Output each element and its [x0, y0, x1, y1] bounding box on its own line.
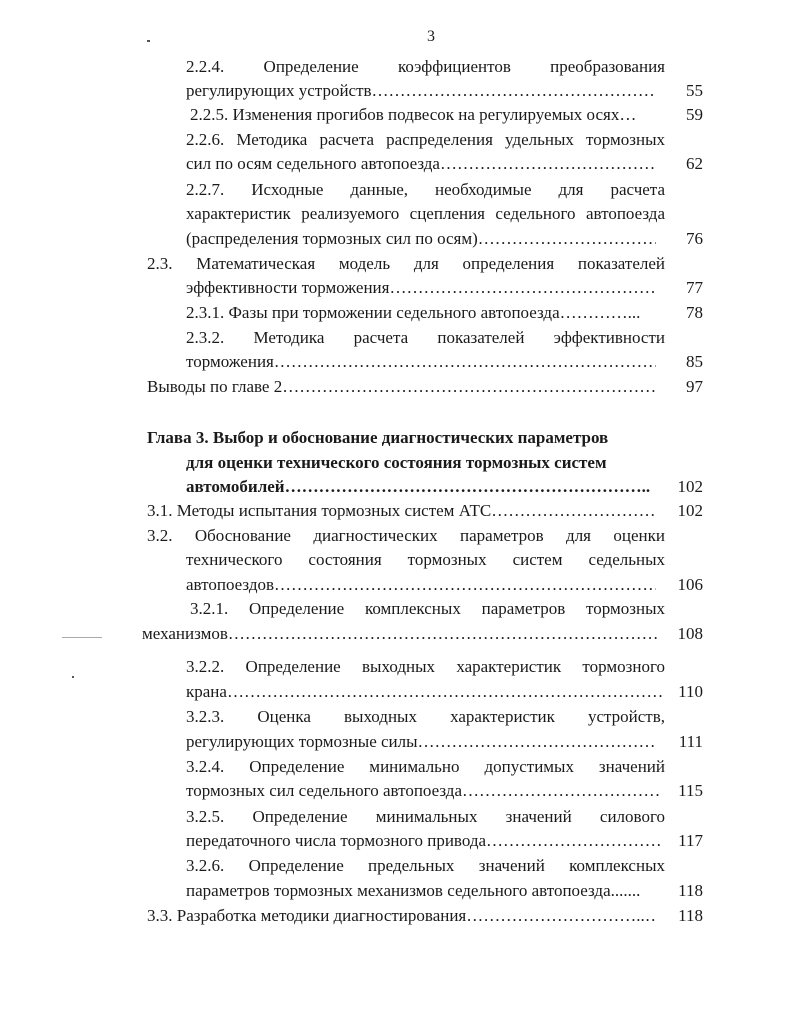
toc-entry-title-continued: параметров тормозных механизмов седельно… — [186, 881, 641, 900]
toc-page-number: 78 — [686, 303, 703, 322]
toc-entry-title: 2.2.7. Исходные данные, необходимые для … — [186, 180, 665, 199]
toc-entry-title: Выводы по главе 2………………………………………………………….… — [147, 377, 656, 396]
toc-entry-title: 3.2.1. Определение комплексных параметро… — [190, 599, 665, 618]
toc-page-number: 97 — [686, 377, 703, 396]
toc-entry-title-continued: механизмов………………………………………………………………………… — [142, 624, 660, 643]
toc-entry-title: 3.2.2. Определение выходных характеристи… — [186, 657, 665, 676]
toc-entry-title: 3.1. Методы испытания тормозных систем А… — [147, 501, 656, 520]
toc-entry-title: 3.2. Обоснование диагностических парамет… — [147, 526, 665, 545]
toc-entry-title: 2.2.4. Определение коэффициентов преобра… — [186, 57, 665, 76]
toc-entry-title-continued: регулирующих устройств………………………………………………… — [186, 81, 656, 100]
toc-page-number: 115 — [678, 781, 703, 800]
toc-entry-title-continued: передаточного числа тормозного привода……… — [186, 831, 660, 850]
toc-entry-title-continued: эффективности торможения…………………………………………… — [186, 278, 656, 297]
toc-entry-title-continued: регулирующих тормозные силы…………………………………… — [186, 732, 656, 751]
toc-page-number: 108 — [677, 624, 704, 643]
toc-entry-title-continued: крана……………………………………………………………………………….. — [186, 682, 662, 701]
toc-page-number: 77 — [686, 278, 703, 297]
toc-entry-title: 3.2.5. Определение минимальных значений … — [186, 807, 665, 826]
toc-page-number: 62 — [686, 154, 703, 173]
toc-entry-title: 2.2.5. Изменения прогибов подвесок на ре… — [190, 105, 637, 124]
toc-entry-title-continued: технического состояния тормозных систем … — [186, 550, 665, 569]
toc-entry-title: 2.3.1. Фазы при торможении седельного ав… — [186, 303, 641, 322]
toc-entry-title: 3.2.6. Определение предельных значений к… — [186, 856, 665, 875]
toc-entry-title: 3.3. Разработка методики диагностировани… — [147, 906, 658, 925]
toc-entry-title: 3.2.4. Определение минимально допустимых… — [186, 757, 665, 776]
scan-speck — [72, 676, 74, 678]
toc-entry-title-continued: автопоездов………………………………………………………………….. — [186, 575, 656, 594]
toc-page-number: 118 — [678, 906, 703, 925]
toc-entry-title-continued: (распределения тормозных сил по осям)………… — [186, 229, 656, 248]
toc-entry-title-continued: автомобилей……………………………………………………….. — [186, 477, 651, 496]
toc-entry-title: Глава 3. Выбор и обоснование диагностиче… — [147, 428, 609, 447]
toc-entry-title: 2.3. Математическая модель для определен… — [147, 254, 665, 273]
toc-entry-title: 2.2.6. Методика расчета распределения уд… — [186, 130, 665, 149]
toc-page-number: 117 — [678, 831, 703, 850]
toc-page-number: 106 — [677, 575, 704, 594]
scan-speck — [62, 637, 102, 638]
toc-entry-title-continued: торможения……………………………………………………………….. — [186, 352, 656, 371]
toc-page-number: 55 — [686, 81, 703, 100]
page-number: 3 — [427, 28, 435, 45]
toc-entry-title-continued: тормозных сил седельного автопоезда……………… — [186, 781, 662, 800]
toc-page-number: 118 — [678, 881, 703, 900]
toc-entry-title-continued: для оценки технического состояния тормоз… — [186, 453, 607, 472]
toc-entry-title: 3.2.3. Оценка выходных характеристик уст… — [186, 707, 665, 726]
toc-page-number: 111 — [678, 732, 703, 751]
toc-page-number: 102 — [677, 501, 704, 520]
toc-page-number: 59 — [686, 105, 703, 124]
toc-entry-title-continued: характеристик реализуемого сцепления сед… — [186, 204, 665, 223]
toc-page-number: 110 — [678, 682, 703, 701]
toc-page-number: 76 — [686, 229, 703, 248]
toc-entry-title-continued: сил по осям седельного автопоезда…………………… — [186, 154, 656, 173]
toc-page-number: 102 — [677, 477, 704, 496]
toc-page-number: 85 — [686, 352, 703, 371]
toc-entry-title: 2.3.2. Методика расчета показателей эффе… — [186, 328, 665, 347]
scan-speck — [147, 40, 150, 42]
